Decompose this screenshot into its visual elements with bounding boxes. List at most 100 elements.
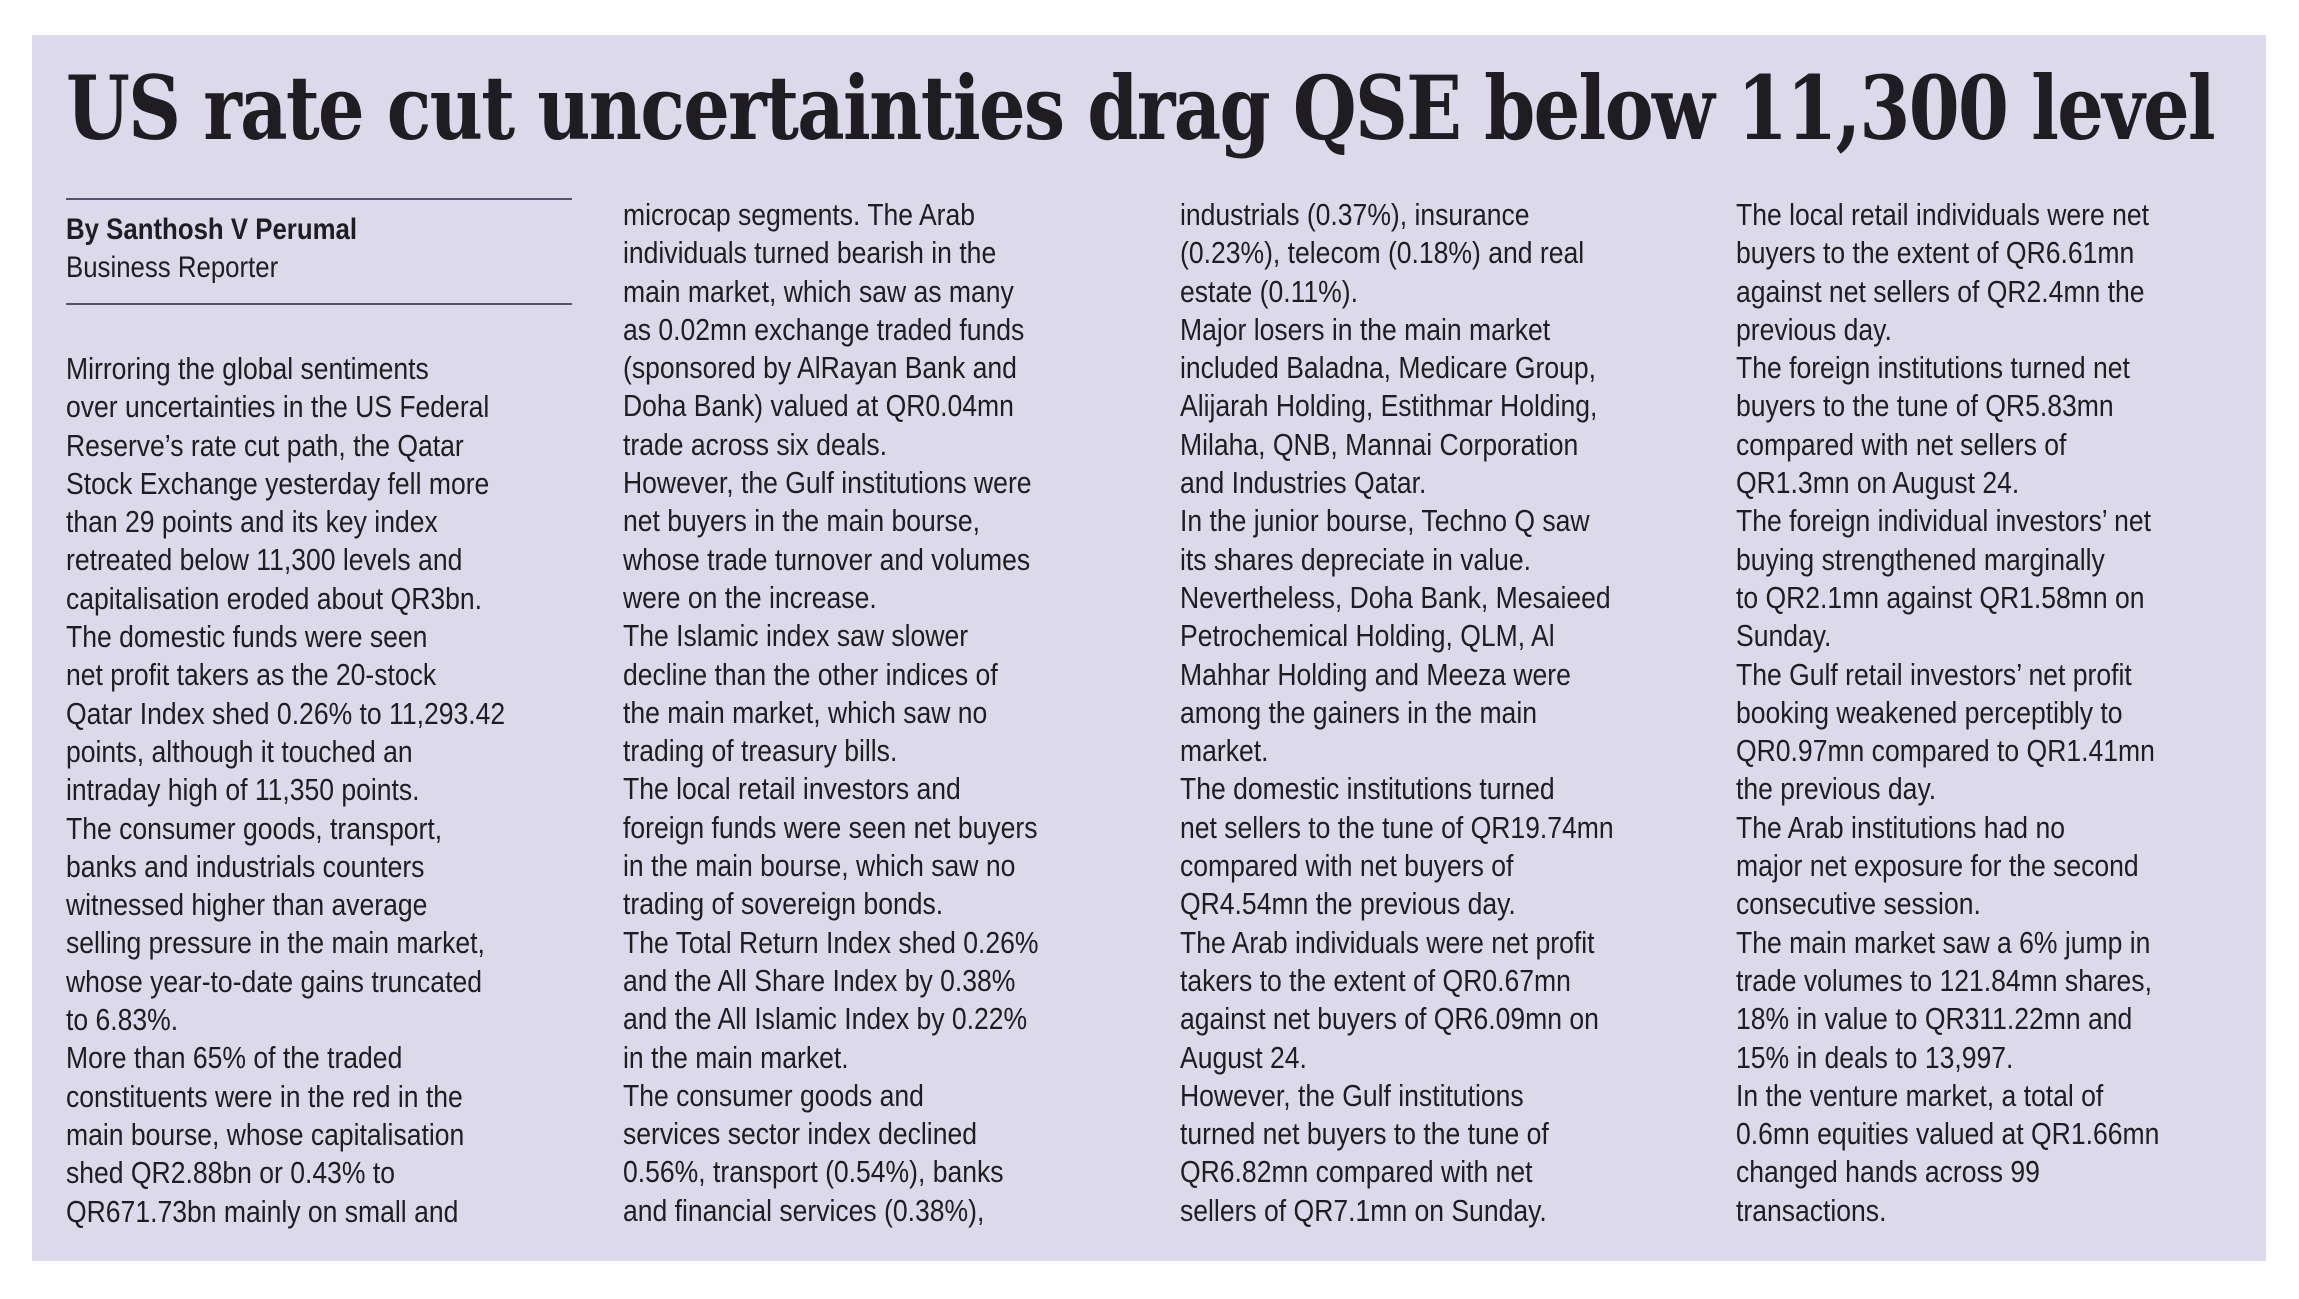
text-line: points, although it touched an [66,734,413,769]
text-line: Mahhar Holding and Meeza were [1180,657,1571,692]
byline: By Santhosh V Perumal [66,213,358,246]
text-line: and financial services (0.38%), [623,1193,985,1228]
text-line: QR4.54mn the previous day. [1180,887,1516,922]
text-line: In the venture market, a total of [1736,1078,2104,1113]
text-line: in the main bourse, which saw no [623,849,1016,884]
text-line: The consumer goods, transport, [66,811,443,846]
text-line: booking weakened perceptibly to [1736,695,2123,730]
text-line: The domestic institutions turned [1180,772,1555,807]
text-line: The domestic funds were seen [66,620,428,655]
text-line: net profit takers as the 20-stock [66,658,437,693]
text-line: In the junior bourse, Techno Q saw [1180,504,1590,539]
text-line: The foreign institutions turned net [1736,351,2130,386]
text-line: transactions. [1736,1193,1887,1228]
text-line: to 6.83%. [66,1003,179,1038]
headline: US rate cut uncertainties drag QSE below… [66,56,2216,160]
text-line: and Industries Qatar. [1180,466,1427,501]
text-line: individuals turned bearish in the [623,236,997,271]
text-line: major net exposure for the second [1736,849,2139,884]
text-line: Petrochemical Holding, QLM, Al [1180,619,1555,654]
text-line: The foreign individual investors’ net [1736,504,2151,539]
text-line: 0.6mn equities valued at QR1.66mn [1736,1117,2160,1152]
text-line: and the All Islamic Index by 0.22% [623,1002,1028,1037]
text-line: whose year-to-date gains truncated [66,964,482,999]
text-line: than 29 points and its key index [66,505,438,540]
text-line: The consumer goods and [623,1078,924,1113]
text-line: sellers of QR7.1mn on Sunday. [1180,1193,1547,1228]
article-column-2: microcap segments. The Arab individuals t… [623,196,1143,1230]
text-line: Qatar Index shed 0.26% to 11,293.42 [66,696,506,731]
text-line: Mirroring the global sentiments [66,352,429,386]
text-line: whose trade turnover and volumes [623,542,1031,577]
text-line: takers to the extent of QR0.67mn [1180,963,1571,998]
text-line: services sector index declined [623,1117,977,1152]
text-line: against net buyers of QR6.09mn on [1180,1002,1599,1037]
text-line: The Arab individuals were net profit [1180,925,1595,960]
text-line: trade volumes to 121.84mn shares, [1736,963,2152,998]
text-line: The Islamic index saw slower [623,619,969,654]
text-line: the main market, which saw no [623,695,988,730]
text-line: Nevertheless, Doha Bank, Mesaieed [1180,580,1611,615]
text-line: Doha Bank) valued at QR0.04mn [623,389,1014,424]
text-line: Milaha, QNB, Mannai Corporation [1180,427,1579,462]
text-line: banks and industrials counters [66,849,425,884]
text-line: changed hands across 99 [1736,1155,2040,1190]
text-line: The local retail investors and [623,772,961,807]
text-line: compared with net buyers of [1180,849,1514,884]
text-line: 15% in deals to 13,997. [1736,1040,2014,1075]
text-line: However, the Gulf institutions [1180,1078,1524,1113]
text-line: included Baladna, Medicare Group, [1180,351,1596,386]
text-line: turned net buyers to the tune of [1180,1117,1549,1152]
text-line: microcap segments. The Arab [623,198,976,232]
text-line: buying strengthened marginally [1736,542,2105,577]
text-line: constituents were in the red in the [66,1079,463,1114]
text-line: estate (0.11%). [1180,274,1358,309]
article-panel [32,35,2266,1261]
text-line: buyers to the tune of QR5.83mn [1736,389,2114,424]
text-line: main bourse, whose capitalisation [66,1117,465,1152]
text-line: retreated below 11,300 levels and [66,543,463,578]
text-line: capitalisation eroded about QR3bn. [66,581,482,616]
text-line: (0.23%), telecom (0.18%) and real [1180,236,1585,271]
article-column-3: industrials (0.37%), insurance (0.23%), t… [1180,196,1700,1230]
text-line: against net sellers of QR2.4mn the [1736,274,2145,309]
text-line: Reserve’s rate cut path, the Qatar [66,428,464,463]
text-line: compared with net sellers of [1736,427,2067,462]
text-line: trading of sovereign bonds. [623,887,944,922]
text-line: were on the increase. [623,580,877,615]
text-line: in the main market. [623,1040,849,1075]
text-line: its shares depreciate in value. [1180,542,1532,577]
text-line: 0.56%, transport (0.54%), banks [623,1155,1004,1190]
text-line: foreign funds were seen net buyers [623,810,1038,845]
text-line: and the All Share Index by 0.38% [623,963,1016,998]
text-line: QR6.82mn compared with net [1180,1155,1533,1190]
text-line: witnessed higher than average [66,888,428,923]
text-line: main market, which saw as many [623,274,1014,309]
text-line: QR671.73bn mainly on small and [66,1194,459,1229]
text-line: August 24. [1180,1040,1307,1075]
text-line: net sellers to the tune of QR19.74mn [1180,810,1614,845]
text-line: Stock Exchange yesterday fell more [66,466,490,501]
byline-bottom-rule [66,303,572,305]
text-line: The local retail individuals were net [1736,198,2149,232]
text-line: More than 65% of the traded [66,1041,403,1076]
text-line: consecutive session. [1736,887,1981,922]
text-line: among the gainers in the main [1180,695,1537,730]
text-line: Major losers in the main market [1180,312,1551,347]
text-line: The Gulf retail investors’ net profit [1736,657,2132,692]
article-column-1: Mirroring the global sentiments over unce… [66,350,586,1231]
article-column-4: The local retail individuals were net buy… [1736,196,2256,1230]
text-line: decline than the other indices of [623,657,998,692]
text-line: trading of treasury bills. [623,734,898,769]
text-line: QR1.3mn on August 24. [1736,466,2020,501]
text-line: over uncertainties in the US Federal [66,390,490,425]
text-line: market. [1180,734,1269,769]
text-line: selling pressure in the main market, [66,926,485,961]
text-line: QR0.97mn compared to QR1.41mn [1736,734,2155,769]
text-line: 18% in value to QR311.22mn and [1736,1002,2133,1037]
author-role: Business Reporter [66,251,279,284]
text-line: intraday high of 11,350 points. [66,773,420,808]
text-line: as 0.02mn exchange traded funds [623,312,1025,347]
text-line: buyers to the extent of QR6.61mn [1736,236,2135,271]
text-line: The Arab institutions had no [1736,810,2065,845]
